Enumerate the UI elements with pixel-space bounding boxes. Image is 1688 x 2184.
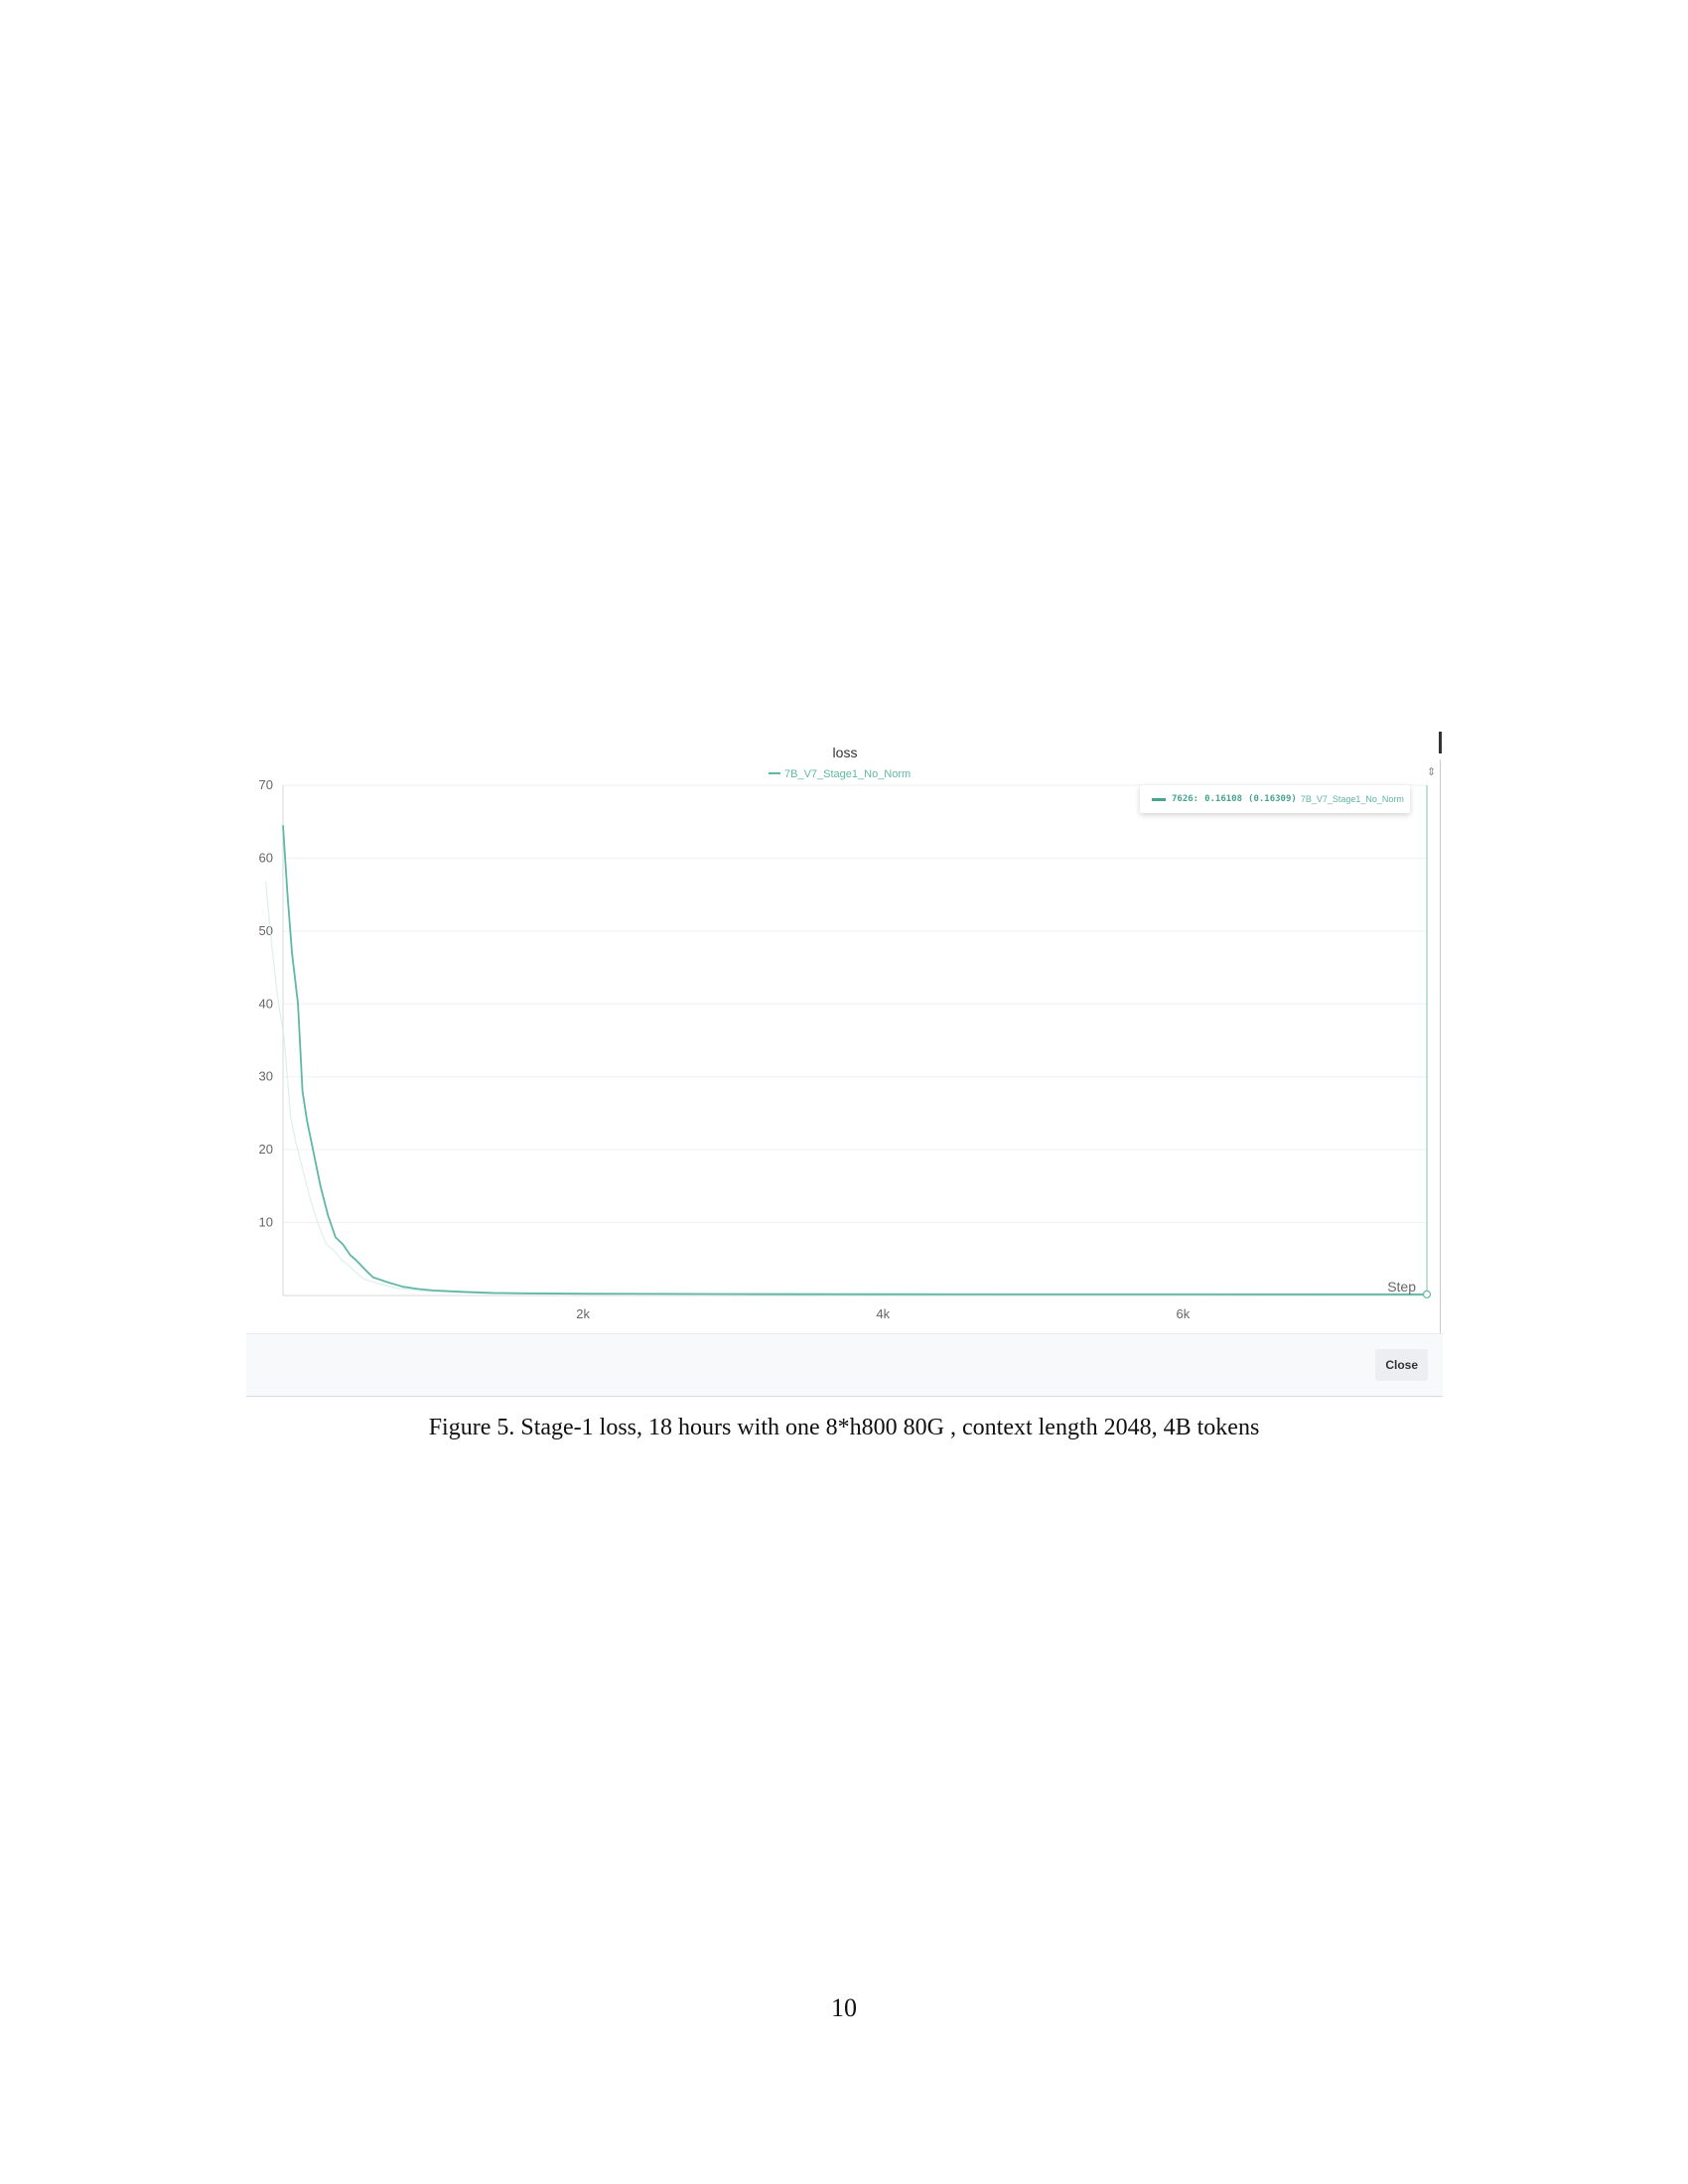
- axes: [282, 785, 1427, 1297]
- chart-title: loss: [833, 745, 858, 760]
- hover-tooltip: 7626: 0.16108 (0.16309) 7B_V7_Stage1_No_…: [1140, 785, 1410, 813]
- dialog-footer: Close: [246, 1333, 1443, 1397]
- gridlines: [283, 784, 1427, 1224]
- loss-chart-panel: 10 20 30 40 50 60 70 2k 4k 6k loss 7B_V7_Stage1_…: [246, 730, 1443, 1397]
- tooltip-run-name: 7B_V7_Stage1_No_Norm: [1300, 794, 1404, 804]
- close-button[interactable]: Close: [1375, 1349, 1428, 1381]
- x-axis-label: Step: [1387, 1279, 1416, 1295]
- hover-point: [1422, 1290, 1432, 1298]
- series-raw-line: [264, 882, 1419, 1296]
- scroll-arrows-icon[interactable]: ⇕: [1427, 765, 1437, 778]
- series-lines: [282, 825, 1427, 1296]
- legend: 7B_V7_Stage1_No_Norm: [769, 768, 911, 780]
- tooltip-swatch: [1152, 797, 1166, 801]
- y-tick-label: 20: [259, 1142, 273, 1157]
- panel-edge-marker: [1439, 732, 1442, 753]
- y-tick-label: 70: [259, 777, 273, 792]
- tooltip-step: 7626:: [1172, 794, 1199, 804]
- y-tick-label: 60: [259, 850, 273, 865]
- x-tick-label: 2k: [576, 1306, 590, 1321]
- tooltip-smoothed: (0.16309): [1248, 794, 1297, 804]
- x-tick-labels: 2k 4k 6k: [576, 1306, 1190, 1321]
- panel-right-border: [1440, 759, 1441, 1395]
- y-tick-label: 30: [259, 1069, 273, 1084]
- y-tick-label: 10: [259, 1215, 273, 1230]
- raw-series-ghost: [264, 882, 1419, 1296]
- figure-caption: Figure 5. Stage-1 loss, 18 hours with on…: [428, 1415, 1260, 1440]
- x-tick-label: 4k: [876, 1306, 890, 1321]
- legend-label: 7B_V7_Stage1_No_Norm: [784, 768, 911, 780]
- y-tick-label: 40: [259, 996, 273, 1011]
- tooltip-value: 0.16108: [1204, 794, 1243, 804]
- series-line: [282, 825, 1427, 1296]
- x-tick-label: 6k: [1177, 1306, 1191, 1321]
- page-number: 10: [831, 1993, 857, 2022]
